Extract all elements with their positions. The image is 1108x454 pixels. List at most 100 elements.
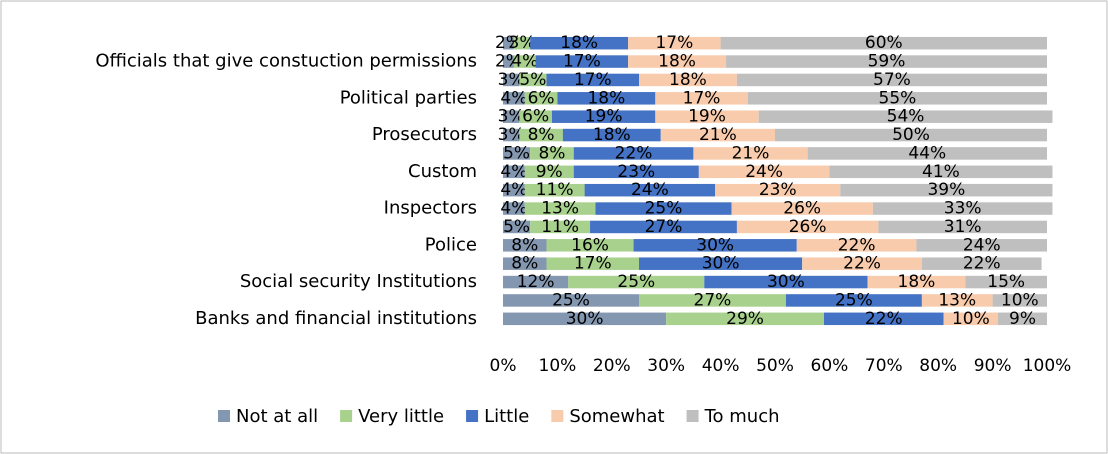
bar-segment [503,275,569,289]
legend-swatch [340,410,353,422]
bar-segment [639,257,803,270]
data-label: 18% [669,70,707,90]
bar-segment [726,55,1047,68]
data-label: 22% [838,235,876,255]
bar-segment [524,92,558,105]
bar-segment [573,147,694,160]
data-label: 25% [835,290,873,310]
bar-segment [562,128,661,142]
data-label: 4% [511,52,538,72]
data-label: 4% [500,88,527,108]
data-label: 8% [511,235,538,255]
bar-segment [519,73,547,87]
x-tick-label: 90% [974,356,1012,376]
data-label: 3% [498,125,525,145]
bar-segment [557,92,656,105]
data-label: 4% [500,162,527,182]
data-label: 30% [702,254,740,274]
bar-segment [840,183,1053,197]
legend-swatch [686,410,699,422]
y-tick-label: Police [425,234,477,255]
bar-segment [731,202,873,215]
data-label: 19% [688,107,726,127]
data-label: 10% [1001,290,1039,310]
bar-segment [503,36,514,50]
bar-segment [503,239,547,252]
data-label: 21% [699,125,737,145]
x-tick-label: 70% [865,356,903,376]
data-label: 13% [938,290,976,310]
bar-segment [878,220,1047,234]
bar-segment [802,257,922,270]
legend-swatch [466,410,479,422]
bar-segment [546,239,634,252]
bar-segment [503,73,520,87]
bar-segment [992,294,1047,307]
bar-segment [796,239,917,252]
data-label: 30% [696,235,734,255]
bar-segment [573,165,699,179]
data-label: 33% [944,199,982,219]
bar-segment [628,36,721,50]
bar-segment [524,183,585,197]
data-label: 10% [952,309,990,329]
bar-segment [551,110,656,123]
x-tick-label: 60% [811,356,849,376]
data-label: 3% [498,107,525,127]
bar-segment [921,257,1042,270]
x-tick-label: 10% [539,356,577,376]
bar-segment [747,92,1047,105]
data-label: 5% [519,70,546,90]
data-label: 27% [645,217,683,237]
bar-segment [503,202,525,215]
data-label: 22% [963,254,1001,274]
bar-segment [867,275,966,289]
bar-segment [595,202,732,215]
x-tick-label: 80% [919,356,957,376]
data-label: 17% [683,88,721,108]
bar-segment [829,165,1053,179]
data-label: 30% [767,272,805,292]
bar-segment [720,36,1047,50]
data-label: 17% [563,52,601,72]
data-label: 24% [963,235,1001,255]
bar-segment [655,110,759,123]
data-label: 59% [868,52,906,72]
data-label: 31% [944,217,982,237]
bar-segment [503,294,639,307]
data-label: 18% [560,33,598,53]
y-tick-label: Officials that give constuction permissi… [95,51,477,72]
bar-segment [704,275,868,289]
x-tick-label: 100% [1023,356,1072,376]
bar-segment [503,92,525,105]
data-label: 6% [528,88,555,108]
legend-label: To much [704,406,780,427]
data-label: 3% [498,70,525,90]
legend-swatch [551,410,564,422]
y-tick-label: Inspectors [384,198,477,219]
y-tick-label: Social security Institutions [240,271,477,292]
data-label: 27% [694,290,732,310]
data-label: 25% [617,272,655,292]
data-label: 3% [509,33,536,53]
bar-segment [519,110,552,123]
data-label: 8% [528,125,555,145]
data-label: 25% [552,290,590,310]
bar-segment [785,294,922,307]
data-label: 57% [873,70,911,90]
bar-segment [698,165,830,179]
data-label: 41% [922,162,960,182]
bar-segment [546,73,639,87]
bar-segment [693,147,808,160]
data-label: 18% [658,52,696,72]
bar-segment [736,220,879,234]
legend-swatch [218,410,230,422]
data-label: 19% [585,107,623,127]
data-label: 23% [617,162,655,182]
data-label: 21% [732,143,770,163]
data-label: 12% [517,272,555,292]
data-label: 24% [745,162,783,182]
bar-segment [965,275,1047,289]
data-label: 5% [503,143,530,163]
